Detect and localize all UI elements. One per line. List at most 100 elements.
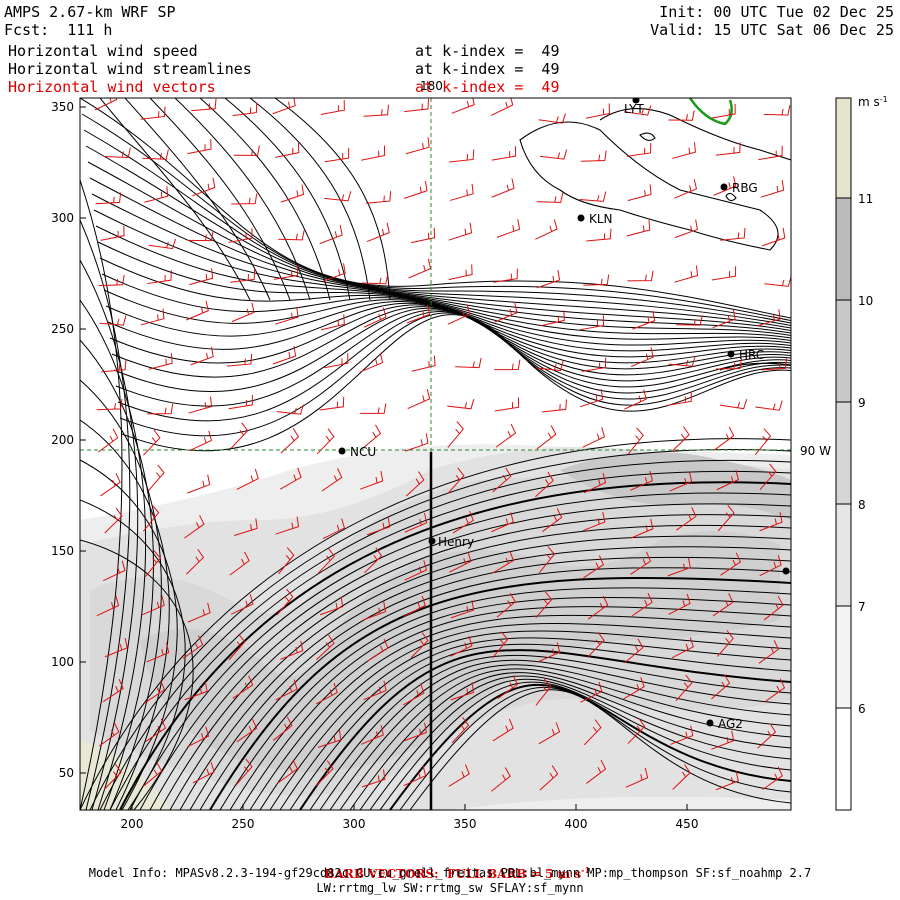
wind-barb — [627, 718, 646, 744]
svg-text:RBG: RBG — [732, 181, 758, 195]
wind-barb — [188, 396, 213, 414]
svg-text:HRC: HRC — [739, 348, 764, 362]
wind-barb — [144, 186, 169, 203]
streamline — [80, 259, 139, 810]
wind-barb — [366, 516, 391, 536]
wind-barb — [759, 463, 777, 491]
wind-barb — [763, 105, 791, 116]
wind-barb — [147, 403, 174, 415]
wind-barb — [675, 674, 693, 702]
wind-barb — [273, 265, 299, 280]
wind-barb — [450, 682, 475, 701]
streamline — [129, 492, 791, 810]
streamline — [80, 539, 194, 810]
wind-barb — [586, 759, 607, 784]
wind-barb — [361, 424, 382, 450]
wind-barb — [280, 428, 300, 454]
streamline — [139, 503, 791, 810]
wind-barb — [455, 357, 482, 369]
wind-barb — [715, 358, 742, 370]
wind-barb — [626, 142, 652, 157]
wind-barb — [713, 176, 737, 196]
wind-barb — [581, 357, 607, 372]
streamline — [111, 306, 791, 382]
field-name-speed: Horizontal wind speed — [8, 42, 198, 60]
wind-barb — [447, 421, 464, 448]
wind-barb — [186, 726, 210, 748]
wind-barb — [232, 675, 254, 699]
wind-barb — [582, 427, 606, 448]
svg-text:LYT: LYT — [624, 102, 644, 116]
wind-barb — [280, 640, 304, 660]
streamline — [239, 606, 791, 810]
wind-barb — [317, 547, 335, 575]
station-lyt: LYT — [624, 98, 644, 116]
wind-barb — [670, 725, 694, 745]
wind-barb — [630, 470, 653, 491]
streamline — [379, 681, 791, 810]
wind-barb — [667, 557, 691, 577]
x-tick-400: 400 — [565, 817, 588, 831]
streamline — [119, 312, 791, 437]
wind-barb — [324, 353, 349, 369]
wind-barb — [277, 759, 299, 784]
wind-barb — [627, 184, 652, 202]
wind-barb — [317, 729, 342, 748]
wind-barb — [102, 679, 124, 703]
wind-barb — [448, 222, 473, 241]
wind-barb — [187, 602, 211, 623]
wind-barb — [492, 467, 512, 493]
wind-barb — [757, 723, 777, 749]
wind-barb — [319, 225, 343, 245]
streamline — [89, 449, 791, 810]
wind-barb — [315, 760, 334, 787]
colorbar-label-6: 6 — [858, 702, 866, 716]
wind-barb — [583, 555, 605, 579]
wind-barb — [490, 98, 514, 116]
colorbar-bin-3 — [836, 402, 851, 504]
wind-barb — [361, 725, 384, 745]
wind-barb — [716, 469, 740, 491]
wind-barb — [495, 423, 517, 448]
wind-barb — [361, 273, 389, 285]
wind-barb — [404, 98, 430, 113]
wind-barb — [319, 596, 344, 616]
wind-barb — [148, 238, 177, 250]
wind-barb — [496, 592, 516, 618]
wind-barb — [363, 104, 390, 117]
wind-barb — [585, 103, 610, 119]
map-frame — [79, 97, 792, 811]
wind-barb — [676, 507, 697, 531]
wind-barb — [144, 680, 166, 704]
streamlines — [80, 98, 791, 810]
wind-barb — [411, 355, 436, 372]
wind-barb — [361, 769, 386, 788]
wind-barb — [320, 100, 345, 116]
wind-barb — [320, 314, 345, 331]
wind-barb — [189, 430, 213, 451]
wind-barb — [668, 593, 691, 615]
wind-barb — [232, 102, 258, 117]
wind-barb — [491, 146, 517, 161]
wind-barb — [233, 145, 260, 156]
wind-barb — [191, 98, 217, 112]
wind-barb — [365, 191, 392, 204]
wind-barb — [496, 219, 521, 238]
wind-barb — [626, 219, 651, 237]
streamline — [80, 219, 131, 810]
x-tick-250: 250 — [232, 817, 255, 831]
colorbar-bin-0 — [836, 708, 851, 810]
wind-barb — [712, 309, 736, 329]
wind-barb — [96, 398, 123, 411]
wind-barb — [447, 304, 471, 325]
wind-barb — [452, 510, 474, 534]
wind-barb — [403, 595, 426, 617]
streamline — [389, 683, 791, 810]
wind-barb — [362, 601, 387, 621]
station-edge — [782, 567, 790, 575]
wind-barb — [492, 631, 509, 659]
wind-barb — [230, 269, 256, 283]
wind-barb — [494, 302, 518, 323]
wind-barb — [630, 347, 654, 367]
streamline — [274, 98, 391, 301]
